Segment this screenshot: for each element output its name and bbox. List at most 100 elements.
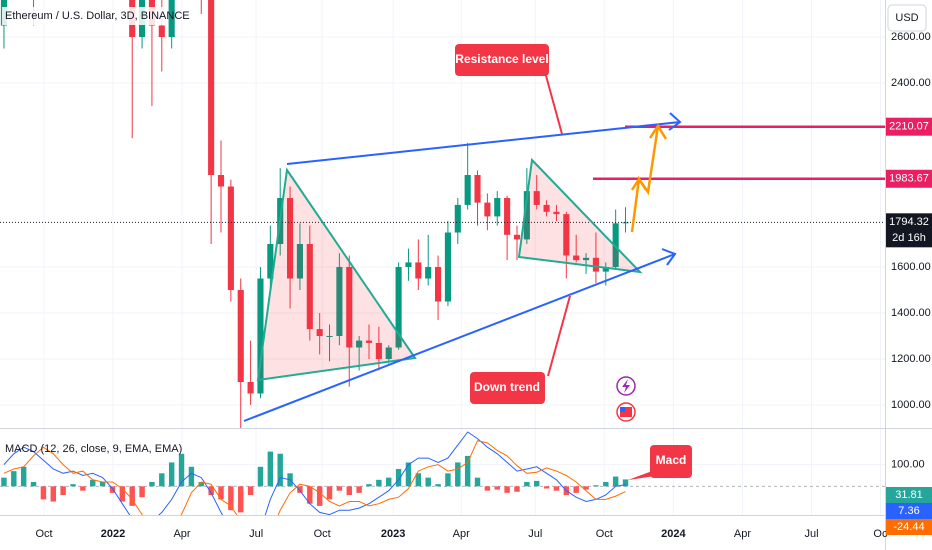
histogram-bar: [129, 486, 135, 506]
arrow-head: [661, 248, 677, 266]
title-bg: [2, 7, 168, 25]
candle-body: [385, 347, 392, 360]
candle-body: [435, 267, 442, 302]
histogram-bar: [247, 486, 254, 496]
indicator-tag-text: 31.81: [895, 489, 923, 501]
level-tag: [886, 169, 932, 188]
callout-box: [470, 372, 545, 404]
histogram-bar: [484, 486, 491, 491]
currency: USD: [895, 12, 918, 24]
histogram-bar: [573, 486, 579, 493]
candle-body: [326, 336, 333, 338]
histogram-bar: [346, 486, 352, 496]
candle-body: [336, 267, 343, 337]
histogram-bar: [139, 486, 145, 498]
chart-title: Ethereum / U.S. Dollar, 3D, BINANCE: [5, 10, 190, 22]
histogram-bar: [386, 477, 392, 487]
triangle-pattern: [256, 167, 417, 382]
histogram-bar: [208, 486, 214, 496]
histogram-bar: [395, 468, 402, 487]
histogram-bar: [405, 462, 412, 487]
y2-tick-label: 100.00: [891, 459, 925, 471]
indicator-tag-text: 7.36: [898, 505, 919, 517]
histogram-bar: [464, 455, 471, 487]
callout-tail: [628, 470, 655, 480]
histogram-bar: [178, 453, 185, 487]
candle-body: [464, 175, 471, 205]
x-tick-label: 2022: [101, 528, 125, 540]
histogram-bar: [80, 486, 86, 491]
x-tick-label: Apr: [453, 528, 470, 540]
candle-body: [415, 262, 422, 279]
candle-body: [395, 267, 402, 348]
level-tag-text: 1983.67: [889, 173, 929, 185]
indicator-title: MACD (12, 26, close, 9, EMA, EMA): [5, 443, 182, 455]
callout-text: Down trend: [474, 380, 540, 394]
candle-body: [563, 214, 570, 256]
histogram-bar: [553, 486, 560, 491]
histogram-bar: [455, 462, 461, 487]
histogram-bar: [474, 477, 481, 487]
histogram-bar: [159, 473, 165, 487]
candle-body: [158, 25, 165, 38]
histogram-bar: [90, 479, 96, 487]
candle-body: [247, 382, 254, 394]
arrow-head: [630, 176, 648, 191]
flag-icon: [620, 407, 632, 417]
candle-body: [622, 222, 629, 224]
candle-body: [602, 267, 609, 272]
histogram-bar: [356, 486, 362, 493]
histogram-bar: [188, 466, 195, 487]
x-tick-label: 2024: [661, 528, 686, 540]
y-tick-label: 2400.00: [891, 77, 931, 89]
candle-body: [257, 278, 264, 394]
histogram-bar: [583, 486, 589, 490]
histogram-bar: [593, 485, 599, 487]
indicator-tag-text: -24.44: [893, 521, 924, 533]
macd-line: [3, 440, 626, 515]
x-tick-label: Oc: [873, 528, 888, 540]
flag-icon: [620, 407, 625, 412]
histogram-bar: [307, 486, 313, 504]
histogram-bar: [543, 486, 550, 489]
histogram-bar: [257, 466, 264, 487]
callout-tail: [544, 71, 563, 135]
candle-body: [573, 255, 580, 261]
x-tick-label: Jul: [249, 528, 263, 540]
histogram-bar: [326, 486, 333, 500]
candle-body: [375, 342, 382, 360]
candle-body: [267, 244, 274, 279]
histogram-bar: [109, 486, 116, 493]
candle-body: [227, 186, 234, 291]
candle-body: [582, 257, 590, 261]
x-tick-label: Oct: [35, 528, 52, 540]
histogram-bar: [494, 486, 500, 490]
candle-body: [287, 198, 294, 279]
candle-body: [405, 262, 412, 268]
candle-body: [484, 202, 491, 217]
histogram-bar: [60, 486, 66, 496]
x-tick-label: Jul: [528, 528, 542, 540]
x-tick-label: Apr: [173, 528, 190, 540]
last-price-text: 1794.32: [889, 216, 929, 228]
callout-tail: [547, 295, 571, 377]
histogram-bar: [50, 486, 56, 502]
indicator-tag: [886, 519, 932, 535]
candle-body: [296, 244, 303, 279]
macd-pane: [0, 431, 885, 515]
currency-button[interactable]: [887, 4, 927, 32]
histogram-bar: [267, 451, 274, 487]
last-price-tag: [886, 213, 932, 248]
candle-body: [553, 211, 560, 215]
histogram-bar: [1, 477, 7, 487]
y-tick-label: 1200.00: [891, 353, 931, 365]
indicator-tag: [886, 503, 932, 519]
level-tag-text: 2210.07: [889, 121, 929, 133]
histogram-bar: [218, 486, 224, 500]
countdown: 2d 16h: [892, 232, 926, 244]
histogram-bar: [99, 481, 106, 487]
indicator-tag: [886, 487, 932, 503]
histogram-bar: [228, 486, 234, 511]
y-tick-label: 2600.00: [891, 31, 931, 43]
